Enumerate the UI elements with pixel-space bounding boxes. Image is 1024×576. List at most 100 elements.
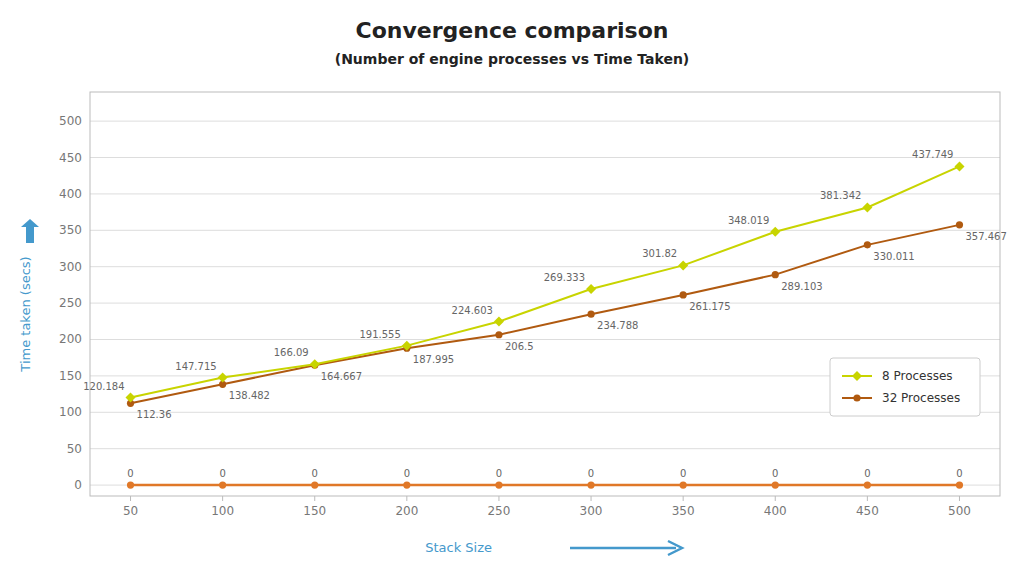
data-label: 166.09 [274, 347, 309, 358]
data-label: 0 [127, 468, 133, 479]
data-labels: 0000000000112.36138.482164.667187.995206… [83, 149, 1007, 479]
grid-line [90, 266, 1000, 267]
y-tick-label: 50 [67, 442, 82, 456]
data-label: 187.995 [413, 354, 454, 365]
x-tick-label: 400 [764, 504, 787, 518]
y-tick-label: 400 [59, 187, 82, 201]
data-label: 0 [312, 468, 318, 479]
point [864, 481, 871, 488]
data-label: 138.482 [229, 390, 270, 401]
y-tick-label: 100 [59, 405, 82, 419]
legend-entry: 32 Processes [882, 391, 960, 405]
grid-line [90, 230, 1000, 231]
data-label: 147.715 [175, 361, 216, 372]
data-label: 234.788 [597, 320, 638, 331]
point [587, 481, 594, 488]
title: Convergence comparison [356, 18, 669, 43]
data-label: 330.011 [873, 251, 914, 262]
point [680, 291, 687, 298]
point [127, 481, 134, 488]
point [770, 227, 780, 237]
point [864, 241, 871, 248]
point [311, 481, 318, 488]
x-axis-arrow [570, 547, 676, 550]
data-label: 357.467 [965, 231, 1006, 242]
data-label: 437.749 [912, 149, 953, 160]
data-label: 191.555 [359, 329, 400, 340]
y-tick-label: 200 [59, 332, 82, 346]
data-label: 0 [772, 468, 778, 479]
series-line [131, 484, 960, 487]
x-tick-label: 200 [395, 504, 418, 518]
point [494, 317, 504, 327]
y-tick-label: 350 [59, 223, 82, 237]
plot-frame [90, 92, 1000, 496]
legend-marker [853, 394, 860, 401]
legend-marker [852, 371, 862, 381]
y-tick-label: 300 [59, 260, 82, 274]
x-tick [130, 496, 131, 501]
x-tick-label: 350 [672, 504, 695, 518]
point [219, 481, 226, 488]
data-label: 0 [496, 468, 502, 479]
chart: Convergence comparison (Number of engine … [0, 0, 1024, 576]
point [678, 260, 688, 270]
legend: 8 Processes 32 Processes [830, 358, 980, 416]
data-label: 0 [588, 468, 594, 479]
point [402, 341, 412, 351]
x-tick-label: 100 [211, 504, 234, 518]
x-tick [498, 496, 499, 501]
data-label: 0 [680, 468, 686, 479]
data-label: 120.184 [83, 381, 124, 392]
x-tick [222, 496, 223, 501]
point [862, 202, 872, 212]
point [586, 284, 596, 294]
x-tick [775, 496, 776, 501]
x-tick-label: 450 [856, 504, 879, 518]
point [495, 481, 502, 488]
y-axis-arrow [21, 219, 39, 243]
data-label: 0 [956, 468, 962, 479]
data-label: 381.342 [820, 190, 861, 201]
legend-entry: 8 Processes [882, 369, 953, 383]
data-label: 289.103 [781, 281, 822, 292]
x-tick-label: 300 [580, 504, 603, 518]
grid-line [90, 485, 1000, 486]
data-label: 0 [864, 468, 870, 479]
point [680, 481, 687, 488]
grid-line [90, 303, 1000, 304]
x-tick-label: 250 [487, 504, 510, 518]
grid-line [90, 448, 1000, 449]
point [954, 161, 964, 171]
x-tick [591, 496, 592, 501]
grid-line [90, 193, 1000, 194]
subtitle: (Number of engine processes vs Time Take… [335, 51, 690, 67]
data-label: 206.5 [505, 341, 534, 352]
data-label: 261.175 [689, 301, 730, 312]
y-tick-label: 150 [59, 369, 82, 383]
y-axis-label: Time taken (secs) [18, 256, 33, 372]
point [126, 393, 136, 403]
point [310, 359, 320, 369]
data-label: 301.82 [642, 248, 677, 259]
y-tick-label: 500 [59, 114, 82, 128]
point [772, 481, 779, 488]
point [587, 311, 594, 318]
grid [90, 121, 1000, 485]
point [218, 373, 228, 383]
x-tick [867, 496, 868, 501]
x-axis-label: Stack Size [425, 540, 492, 555]
data-label: 269.333 [544, 272, 585, 283]
point [772, 271, 779, 278]
series [127, 481, 963, 488]
point [403, 481, 410, 488]
grid-line [90, 121, 1000, 122]
x-tick [406, 496, 407, 501]
legend-box [830, 358, 980, 416]
point [956, 221, 963, 228]
point [956, 481, 963, 488]
y-tick-label: 0 [74, 478, 82, 492]
y-tick-label: 250 [59, 296, 82, 310]
data-label: 0 [404, 468, 410, 479]
grid-line [90, 339, 1000, 340]
